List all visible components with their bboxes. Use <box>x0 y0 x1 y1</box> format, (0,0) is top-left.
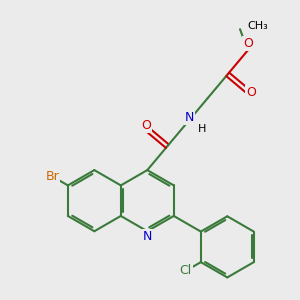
Text: O: O <box>246 85 256 99</box>
Text: Br: Br <box>45 170 59 183</box>
Text: N: N <box>184 110 194 124</box>
Text: O: O <box>142 119 152 132</box>
Text: Cl: Cl <box>180 264 192 277</box>
Text: CH₃: CH₃ <box>248 21 268 32</box>
Text: O: O <box>243 37 253 50</box>
Text: N: N <box>142 230 152 243</box>
Text: H: H <box>198 124 206 134</box>
